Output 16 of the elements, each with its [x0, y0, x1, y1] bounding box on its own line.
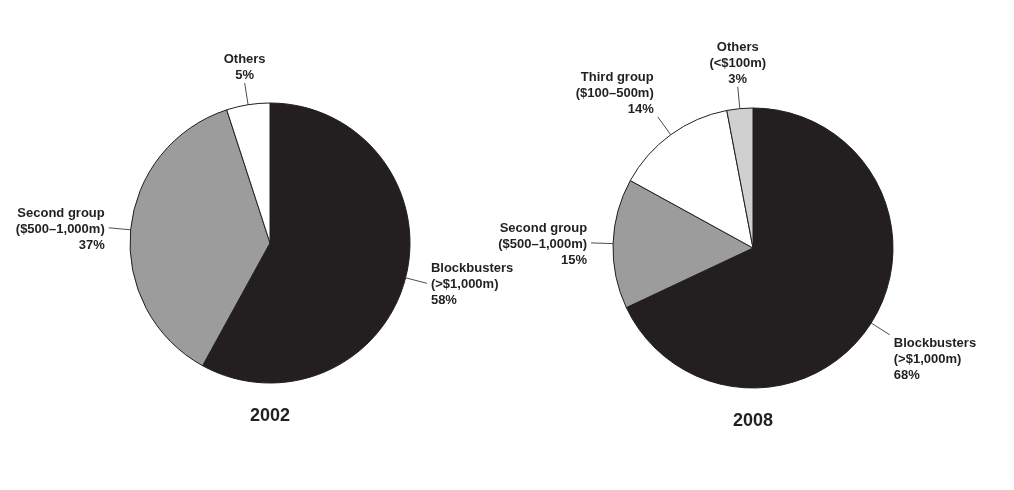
- data-label: 14%: [627, 100, 655, 116]
- data-label: 68%: [893, 366, 921, 382]
- slice-label: Others: [223, 50, 266, 66]
- slice-label: Second group ($500–1,000m): [498, 219, 588, 251]
- data-label: 5%: [235, 66, 255, 82]
- slice-label: Third group ($100–500m): [575, 68, 654, 100]
- data-label: 37%: [78, 236, 106, 252]
- data-label: 15%: [561, 251, 588, 267]
- text: 2008: [732, 410, 774, 430]
- data-label: 58%: [430, 292, 458, 308]
- slice-label: Others (<$100m): [709, 38, 767, 70]
- slice-label: Second group ($500–1,000m): [15, 204, 105, 236]
- slice-label: Blockbusters (>$1,000m): [893, 334, 977, 366]
- slice-label: Blockbusters (>$1,000m): [430, 260, 514, 292]
- text: 2002: [249, 405, 291, 425]
- data-label: 3%: [728, 70, 748, 86]
